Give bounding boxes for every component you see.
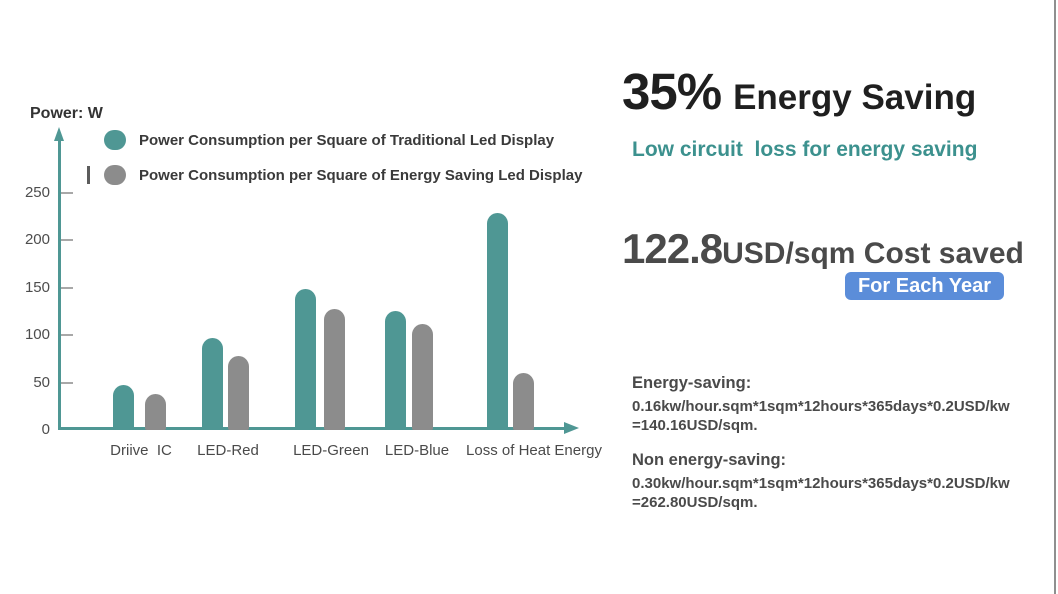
non-energy-saving-title: Non energy-saving: — [632, 451, 787, 469]
energy-saving-headline: 35% Energy Saving — [622, 62, 976, 121]
energy-saving-formula-block: Energy-saving: 0.16kw/hour.sqm*1sqm*12ho… — [632, 374, 1010, 435]
y-tick-label: 150 — [24, 278, 50, 296]
y-tick-mark — [61, 239, 73, 241]
y-tick-mark — [61, 334, 73, 336]
x-axis-arrow-icon — [564, 422, 579, 434]
headline-text: Energy Saving — [733, 78, 977, 117]
headline-percentage: 35% — [622, 63, 722, 120]
bar-traditional-1 — [202, 337, 223, 430]
y-tick-label: 250 — [24, 183, 50, 201]
cost-saved-headline: 122.8 USD/sqm Cost saved — [622, 225, 1024, 273]
x-axis-label: LED-Green — [293, 442, 369, 459]
bar-energy-saving-4 — [513, 373, 534, 430]
non-energy-saving-formula: 0.30kw/hour.sqm*1sqm*12hours*365days*0.2… — [632, 475, 1010, 492]
x-axis-label: LED-Red — [197, 442, 259, 459]
y-axis-title: Power: W — [30, 105, 103, 122]
y-tick-mark — [61, 191, 73, 194]
energy-saving-title: Energy-saving: — [632, 374, 752, 392]
right-edge-line — [1054, 0, 1056, 594]
bar-traditional-0 — [113, 385, 134, 430]
y-tick-label: 200 — [24, 231, 50, 248]
legend-item-traditional: Power Consumption per Square of Traditio… — [104, 129, 582, 151]
legend-marker-energy-saving — [104, 165, 126, 185]
bar-energy-saving-2 — [324, 309, 345, 430]
legend-label-energy-saving: Power Consumption per Square of Energy S… — [139, 166, 583, 184]
energy-saving-result: =140.16USD/sqm. — [632, 417, 758, 434]
y-tick-label: 100 — [24, 326, 50, 343]
y-axis-arrow-icon — [54, 127, 64, 141]
non-energy-saving-result: =262.80USD/sqm. — [632, 494, 758, 511]
for-each-year-badge: For Each Year — [845, 272, 1004, 300]
cost-unit-text: USD/sqm Cost saved — [722, 237, 1024, 270]
non-energy-saving-formula-block: Non energy-saving: 0.30kw/hour.sqm*1sqm*… — [632, 451, 1010, 512]
y-tick-mark — [61, 381, 73, 384]
legend-marker-traditional — [104, 130, 126, 150]
y-tick-mark — [61, 286, 73, 289]
legend-label-traditional: Power Consumption per Square of Traditio… — [139, 131, 555, 149]
bar-energy-saving-1 — [228, 355, 249, 430]
bar-traditional-3 — [385, 311, 406, 430]
low-circuit-loss-caption: Low circuit loss for energy saving — [632, 138, 978, 161]
bar-traditional-2 — [295, 289, 316, 430]
bar-traditional-4 — [487, 213, 508, 430]
x-axis-label: Loss of Heat Energy — [466, 442, 602, 459]
bar-energy-saving-0 — [145, 393, 166, 430]
x-axis-label: Driive IC — [110, 442, 172, 459]
energy-saving-formula: 0.16kw/hour.sqm*1sqm*12hours*365days*0.2… — [632, 398, 1010, 415]
y-tick-label: 0 — [41, 421, 50, 438]
bar-energy-saving-3 — [412, 323, 433, 430]
x-axis-label: LED-Blue — [384, 442, 450, 459]
y-axis-line — [58, 138, 61, 430]
bar-chart-plot: 0 50 100 150 200 250 Driive IC LED-Red LED-Green… — [25, 127, 602, 459]
stray-tick-mark — [87, 166, 90, 184]
cost-value: 122.8 — [622, 225, 723, 272]
chart-legend: Power Consumption per Square of Traditio… — [87, 129, 583, 199]
legend-item-energy-saving: Power Consumption per Square of Energy S… — [87, 164, 583, 186]
y-tick-label: 50 — [33, 373, 50, 391]
